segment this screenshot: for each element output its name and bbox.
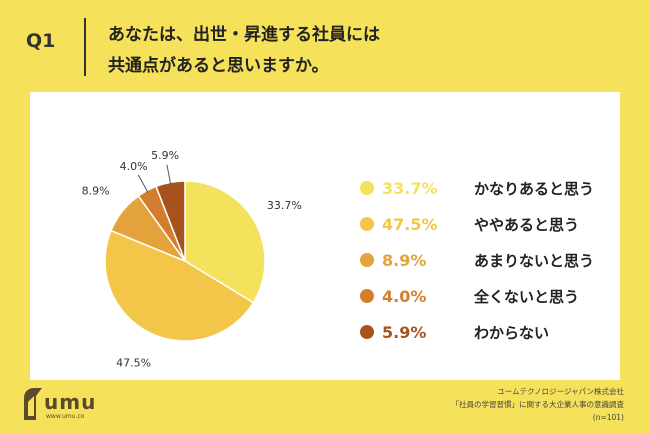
question-text-line2: 共通点があると思いますか。 bbox=[108, 56, 329, 76]
legend-item-4: 5.9% わからない bbox=[360, 314, 594, 350]
logo-url: www.umu.co bbox=[46, 413, 85, 420]
logo-wordmark: umu bbox=[44, 390, 97, 414]
pie-data-label-3: 4.0% bbox=[120, 160, 148, 173]
legend-label: 全くないと思う bbox=[474, 287, 580, 306]
pie-data-label-2: 8.9% bbox=[82, 184, 110, 197]
legend-percent: 33.7% bbox=[382, 178, 438, 198]
legend-percent: 8.9% bbox=[382, 250, 427, 270]
credit-sample-size: (n=101) bbox=[592, 413, 624, 422]
legend-item-3: 4.0% 全くないと思う bbox=[360, 278, 594, 314]
legend: 33.7% かなりあると思う 47.5% ややあると思う 8.9% あまりないと思う 4.0… bbox=[360, 170, 594, 350]
pie-leader-line-3 bbox=[137, 174, 149, 193]
footer: umu www.umu.co ユームテクノロジージャパン株式会社 「社員の学習習… bbox=[0, 380, 650, 434]
legend-label: あまりないと思う bbox=[474, 251, 595, 270]
legend-swatch bbox=[360, 181, 374, 195]
pie-chart: 33.7% 47.5% 8.9% 4.0%5.9% bbox=[82, 149, 302, 370]
pie-data-label-0: 33.7% bbox=[267, 199, 302, 212]
legend-swatch bbox=[360, 325, 374, 339]
legend-label: わからない bbox=[474, 323, 550, 342]
header-divider bbox=[84, 18, 86, 76]
survey-credit: ユームテクノロジージャパン株式会社 「社員の学習習慣」に関する大企業人事の意識調… bbox=[452, 385, 625, 424]
pie-data-label-4: 5.9% bbox=[151, 149, 179, 162]
credit-company: ユームテクノロジージャパン株式会社 bbox=[497, 387, 624, 396]
question-number: Q1 bbox=[26, 30, 56, 52]
legend-label: かなりあると思う bbox=[474, 179, 595, 198]
legend-percent: 47.5% bbox=[382, 214, 438, 234]
legend-percent: 4.0% bbox=[382, 286, 427, 306]
umu-logo-icon bbox=[24, 388, 42, 420]
credit-survey-title: 「社員の学習習慣」に関する大企業人事の意識調査 bbox=[451, 400, 625, 409]
pie-data-label-1: 47.5% bbox=[116, 357, 151, 370]
legend-swatch bbox=[360, 253, 374, 267]
legend-swatch bbox=[360, 217, 374, 231]
pie-leader-line-4 bbox=[166, 164, 172, 185]
legend-item-2: 8.9% あまりないと思う bbox=[360, 242, 594, 278]
chart-panel: 33.7% 47.5% 8.9% 4.0% 5.9% 33.7% かなりあると思う 47.5… bbox=[30, 92, 620, 380]
legend-swatch bbox=[360, 289, 374, 303]
question-text: あなたは、出世・昇進する社員には 共通点があると思いますか。 bbox=[108, 20, 628, 82]
legend-item-0: 33.7% かなりあると思う bbox=[360, 170, 594, 206]
question-header: Q1 あなたは、出世・昇進する社員には 共通点があると思いますか。 bbox=[0, 0, 650, 92]
pie-slice-1 bbox=[104, 229, 255, 342]
pie-slice-0 bbox=[184, 180, 266, 304]
question-text-line1: あなたは、出世・昇進する社員には bbox=[108, 25, 380, 45]
legend-item-1: 47.5% ややあると思う bbox=[360, 206, 594, 242]
legend-label: ややあると思う bbox=[474, 215, 580, 234]
legend-percent: 5.9% bbox=[382, 322, 427, 342]
